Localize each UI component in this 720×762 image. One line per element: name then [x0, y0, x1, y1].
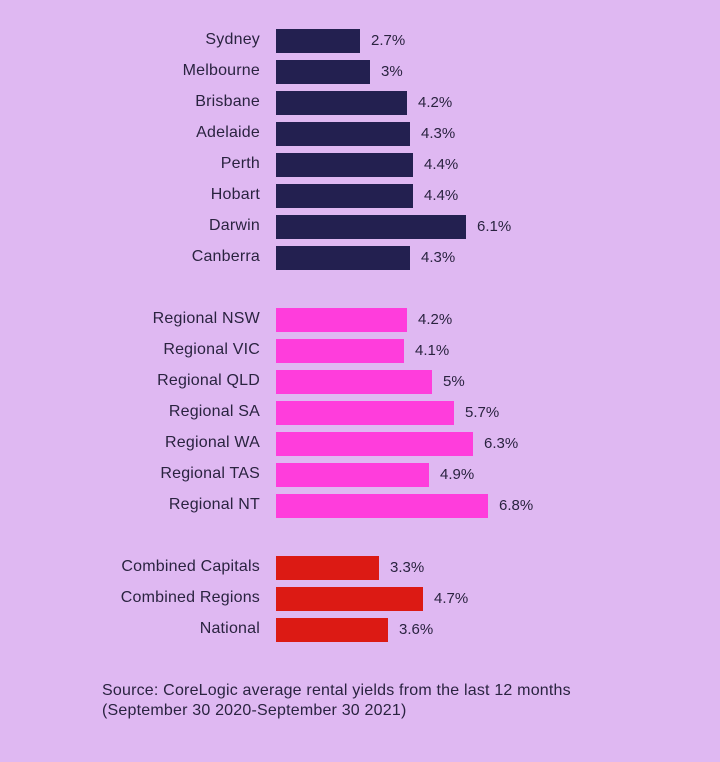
- source-line-1: Source: CoreLogic average rental yields …: [102, 682, 571, 699]
- bar-regional-qld: [276, 370, 432, 394]
- value-label-regional-wa: 6.3%: [484, 435, 519, 452]
- bar-regional-tas: [276, 463, 429, 487]
- bar-regional-nsw: [276, 308, 407, 332]
- category-label-hobart: Hobart: [210, 186, 260, 203]
- category-label-regional-qld: Regional QLD: [157, 372, 260, 389]
- category-label-darwin: Darwin: [209, 217, 260, 234]
- bar-regional-vic: [276, 339, 404, 363]
- value-label-melbourne: 3%: [381, 63, 403, 80]
- category-label-regional-sa: Regional SA: [168, 403, 260, 420]
- value-label-regional-nsw: 4.2%: [418, 311, 453, 328]
- value-label-perth: 4.4%: [424, 156, 459, 173]
- category-label-national: National: [199, 620, 260, 637]
- category-label-canberra: Canberra: [191, 248, 260, 265]
- value-label-brisbane: 4.2%: [418, 94, 453, 111]
- value-label-regional-sa: 5.7%: [465, 404, 500, 421]
- value-label-hobart: 4.4%: [424, 187, 459, 204]
- value-label-regional-nt: 6.8%: [499, 497, 534, 514]
- value-label-national: 3.6%: [399, 621, 434, 638]
- value-label-combined-regions: 4.7%: [434, 590, 469, 607]
- category-label-regional-wa: Regional WA: [165, 434, 260, 451]
- bar-perth: [276, 153, 413, 177]
- bar-canberra: [276, 246, 410, 270]
- bar-hobart: [276, 184, 413, 208]
- value-label-sydney: 2.7%: [371, 32, 406, 49]
- category-label-melbourne: Melbourne: [182, 62, 260, 79]
- bar-melbourne: [276, 60, 370, 84]
- value-label-canberra: 4.3%: [421, 249, 456, 266]
- category-label-regional-nsw: Regional NSW: [152, 310, 260, 327]
- category-label-sydney: Sydney: [205, 31, 260, 48]
- bar-darwin: [276, 215, 466, 239]
- bar-adelaide: [276, 122, 410, 146]
- category-label-regional-vic: Regional VIC: [163, 341, 260, 358]
- bar-combined-regions: [276, 587, 423, 611]
- category-label-perth: Perth: [220, 155, 260, 172]
- category-label-brisbane: Brisbane: [195, 93, 260, 110]
- bar-regional-wa: [276, 432, 473, 456]
- category-label-adelaide: Adelaide: [196, 124, 260, 141]
- category-label-regional-nt: Regional NT: [168, 496, 260, 513]
- bar-sydney: [276, 29, 360, 53]
- bar-national: [276, 618, 388, 642]
- category-label-combined-capitals: Combined Capitals: [121, 558, 260, 575]
- value-label-adelaide: 4.3%: [421, 125, 456, 142]
- source-line-2: (September 30 2020-September 30 2021): [102, 702, 407, 719]
- category-label-combined-regions: Combined Regions: [120, 589, 260, 606]
- bar-regional-sa: [276, 401, 454, 425]
- bar-regional-nt: [276, 494, 488, 518]
- value-label-regional-tas: 4.9%: [440, 466, 475, 483]
- category-label-regional-tas: Regional TAS: [160, 465, 260, 482]
- value-label-regional-vic: 4.1%: [415, 342, 450, 359]
- value-label-darwin: 6.1%: [477, 218, 512, 235]
- bar-combined-capitals: [276, 556, 379, 580]
- bar-brisbane: [276, 91, 407, 115]
- value-label-combined-capitals: 3.3%: [390, 559, 425, 576]
- source-note: Source: CoreLogic average rental yields …: [102, 681, 571, 721]
- value-label-regional-qld: 5%: [443, 373, 465, 390]
